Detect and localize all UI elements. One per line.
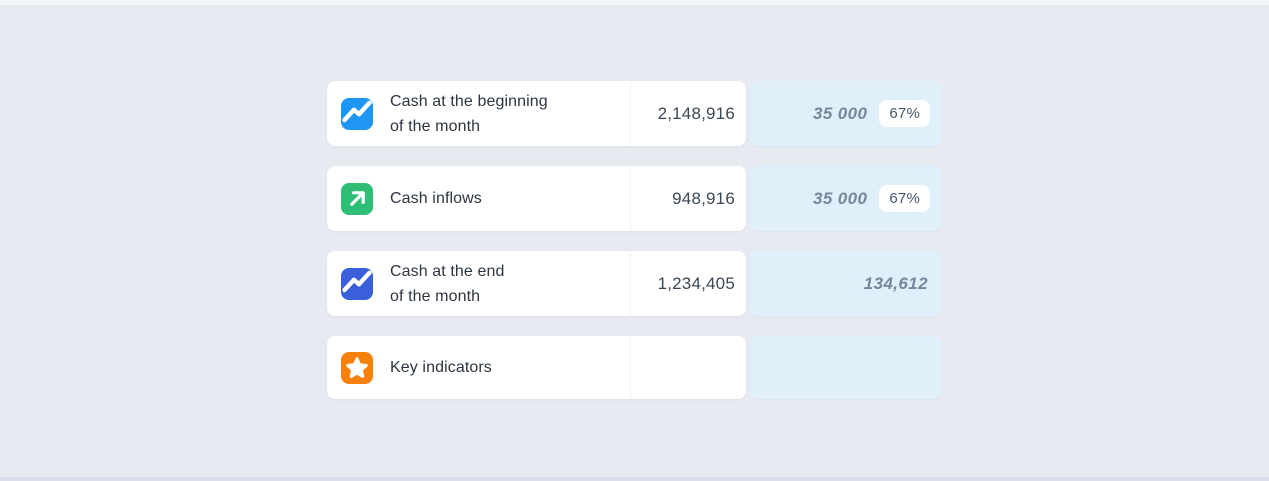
label-cell: Cash at the beginning of the month — [327, 81, 631, 146]
table-row-cash-inflows[interactable]: Cash inflows 948,916 35 000 67% — [327, 166, 942, 231]
cash-flow-summary-table: Cash at the beginning of the month 2,148… — [327, 81, 942, 399]
amount-cell: 1,234,405 — [657, 273, 735, 293]
secondary-value: 134,612 — [863, 273, 928, 293]
chart-line-icon — [341, 97, 373, 130]
row-card[interactable]: Key indicators — [327, 336, 746, 399]
page-bottom-edge — [0, 477, 1269, 481]
arrow-up-right-icon — [341, 182, 373, 215]
label-cell: Key indicators — [327, 336, 631, 399]
row-card[interactable]: Cash inflows 948,916 — [327, 166, 746, 231]
amount-cell: 2,148,916 — [657, 103, 735, 123]
row-card[interactable]: Cash at the beginning of the month 2,148… — [327, 81, 746, 146]
plan-cell[interactable] — [749, 336, 942, 399]
table-row-key-indicators[interactable]: Key indicators — [327, 336, 942, 399]
table-row-cash-end[interactable]: Cash at the end of the month 1,234,405 1… — [327, 251, 942, 316]
label-cell: Cash inflows — [327, 166, 631, 231]
row-label: Key indicators — [390, 359, 492, 376]
row-label: Cash at the beginning of the month — [390, 92, 548, 135]
plan-cell[interactable]: 35 000 67% — [749, 81, 942, 146]
star-icon — [341, 351, 373, 384]
plan-cell[interactable]: 134,612 — [749, 251, 942, 316]
chart-line-icon — [341, 267, 373, 300]
secondary-value: 35 000 — [812, 103, 868, 123]
table-row-cash-beginning[interactable]: Cash at the beginning of the month 2,148… — [327, 81, 942, 146]
row-label: Cash inflows — [390, 190, 482, 207]
amount-cell — [631, 336, 746, 399]
secondary-value: 35 000 — [812, 188, 868, 208]
row-card[interactable]: Cash at the end of the month 1,234,405 — [327, 251, 746, 316]
plan-cell[interactable]: 35 000 67% — [749, 166, 942, 231]
row-label: Cash at the end of the month — [390, 262, 505, 305]
page-top-edge — [0, 0, 1269, 5]
label-cell: Cash at the end of the month — [327, 251, 631, 316]
amount-cell: 948,916 — [672, 188, 735, 208]
percent-badge: 67% — [879, 185, 930, 212]
percent-badge: 67% — [879, 100, 930, 127]
